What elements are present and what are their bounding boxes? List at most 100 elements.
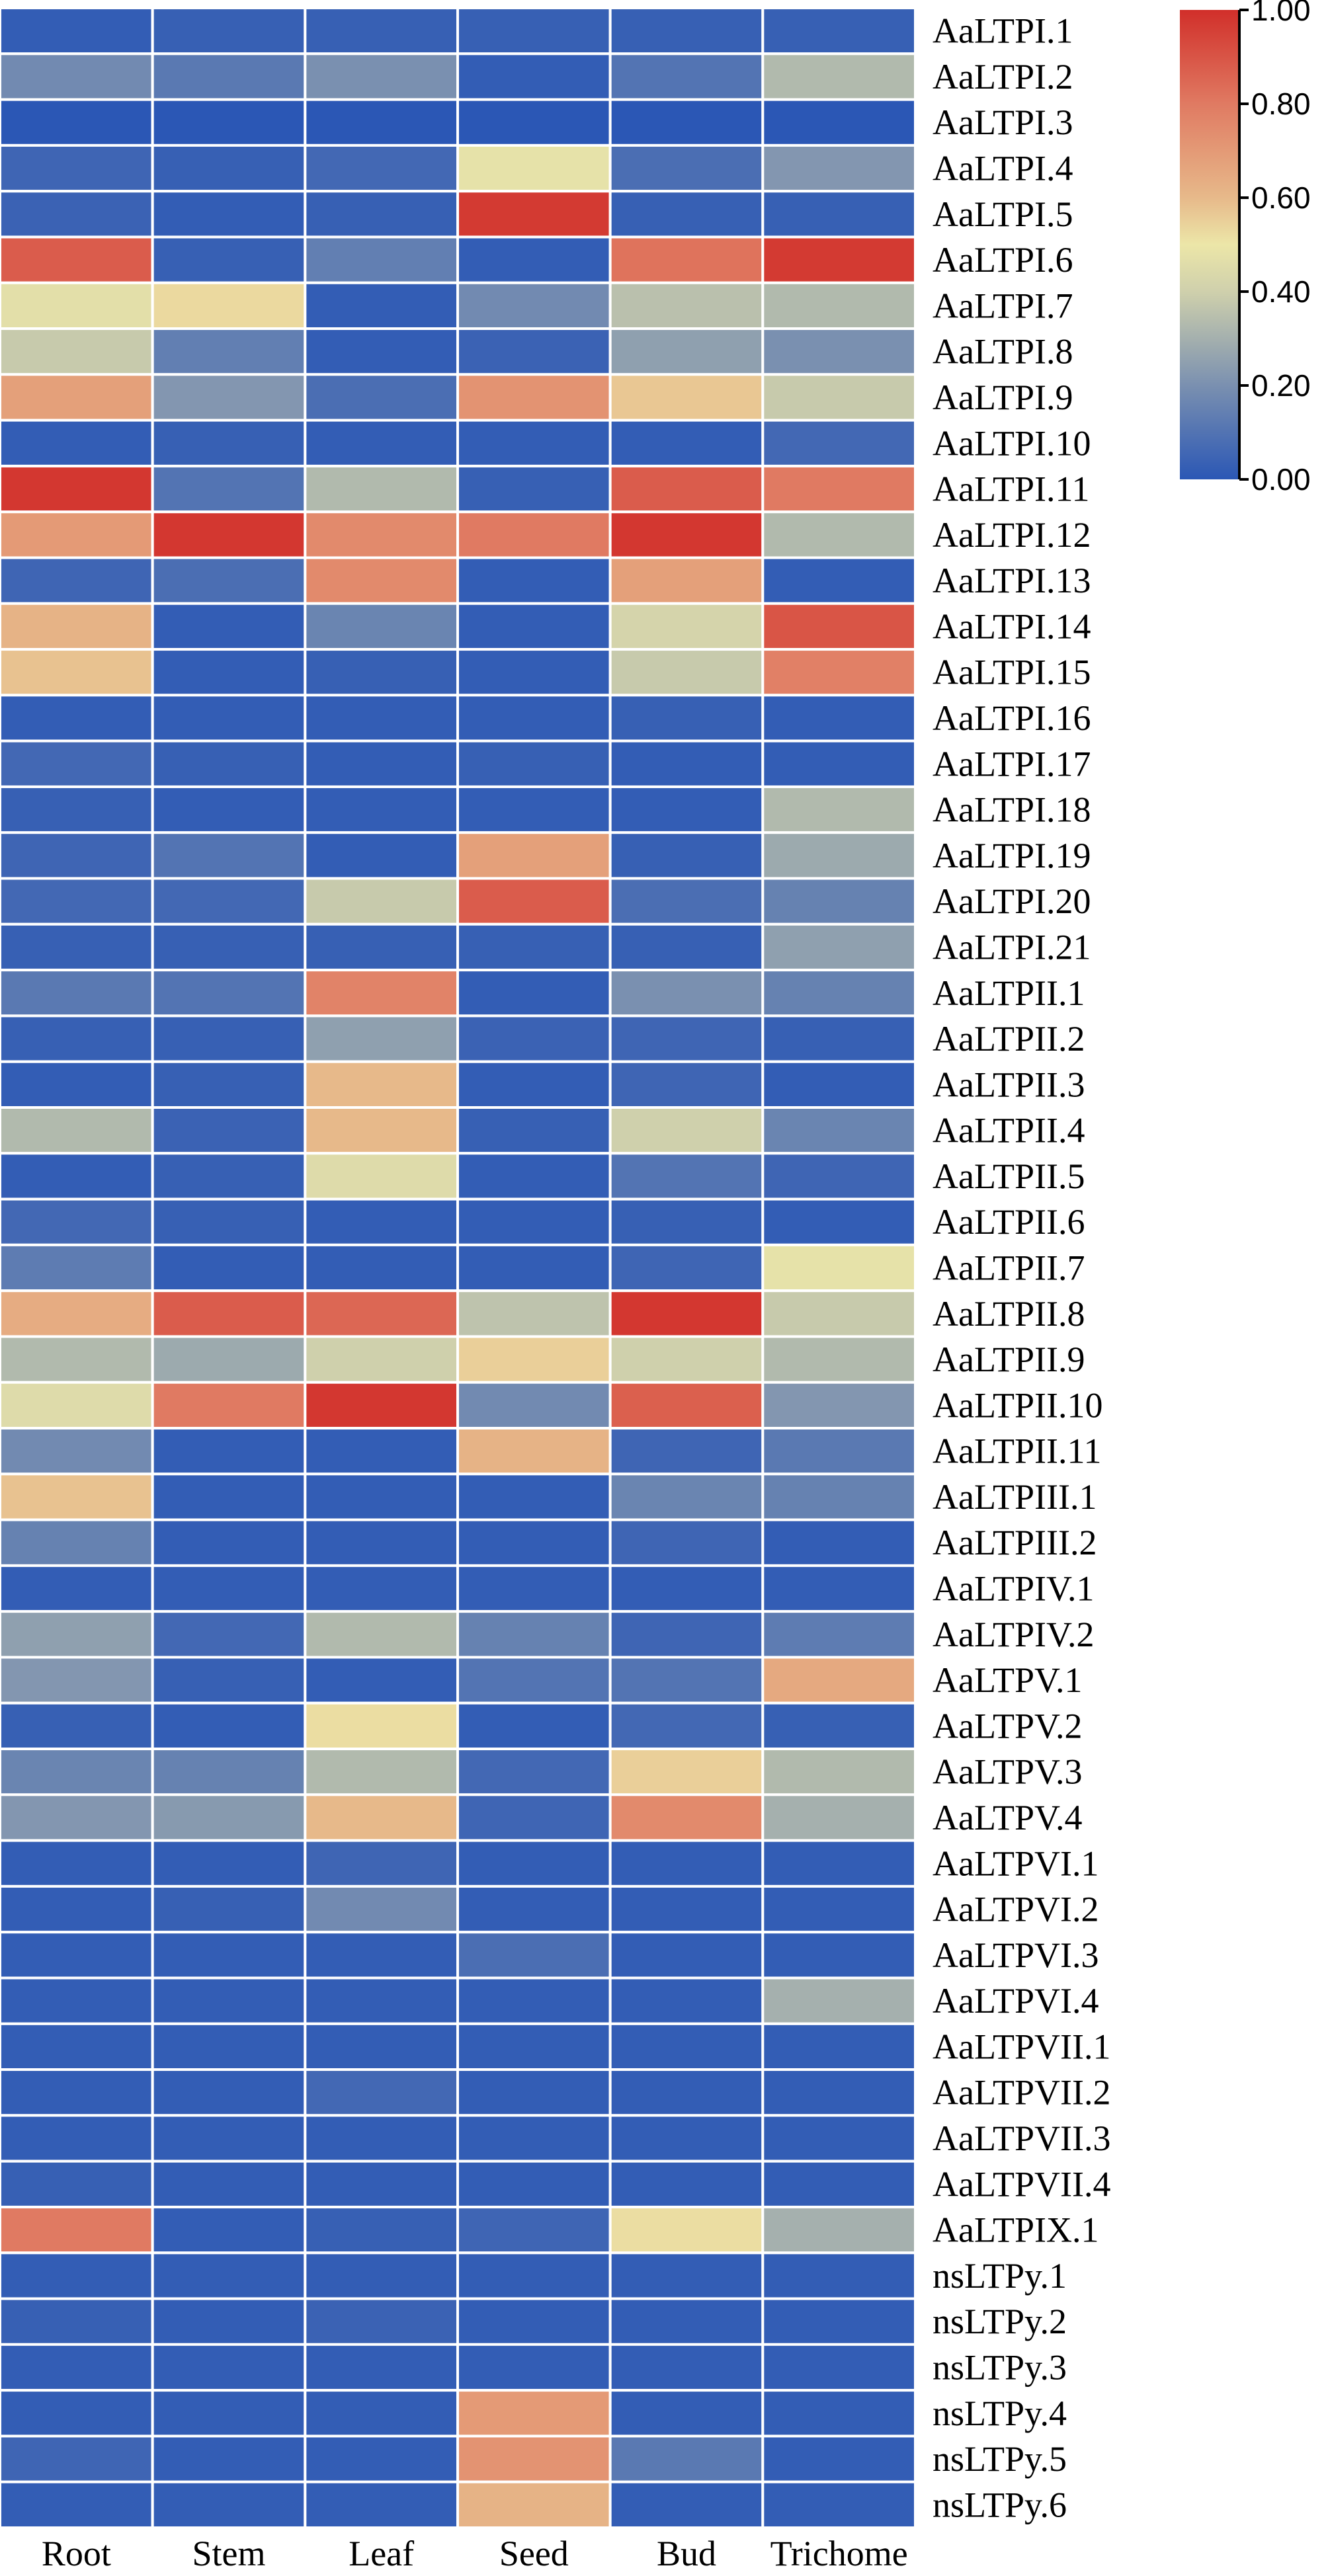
- heatmap-cell: [151, 2435, 307, 2483]
- heatmap-cell: [456, 1289, 612, 1338]
- heatmap-cell: [0, 2389, 154, 2438]
- heatmap-cell: [304, 2435, 460, 2483]
- heatmap-cell: [456, 1060, 612, 1109]
- heatmap-cell: [151, 1243, 307, 1293]
- heatmap-cell: [456, 143, 612, 193]
- column-label: Leaf: [349, 2534, 414, 2573]
- row-label: AaLTPII.8: [933, 1294, 1085, 1334]
- heatmap-cell: [151, 2480, 307, 2529]
- heatmap-cell: [456, 1472, 612, 1521]
- column-label: Bud: [657, 2534, 716, 2573]
- heatmap-cell: [0, 1793, 154, 1842]
- heatmap-cell: [304, 1014, 460, 1063]
- row-label: nsLTPy.3: [933, 2347, 1067, 2387]
- heatmap-cell: [0, 1014, 154, 1063]
- heatmap-cell: [304, 1427, 460, 1476]
- heatmap-cell: [456, 281, 612, 331]
- heatmap-cell: [0, 922, 154, 972]
- heatmap-cell: [608, 1839, 765, 1888]
- row-label: AaLTPVII.3: [933, 2118, 1110, 2158]
- heatmap-cell: [456, 419, 612, 467]
- heatmap-cell: [456, 969, 612, 1018]
- heatmap-cell: [0, 602, 154, 651]
- row-label: AaLTPI.15: [933, 653, 1091, 692]
- heatmap-cell: [151, 7, 307, 56]
- heatmap-cell: [0, 1106, 154, 1155]
- heatmap-cell: [761, 1243, 917, 1293]
- heatmap-cell: [151, 2297, 307, 2346]
- row-label: AaLTPVI.3: [933, 1935, 1099, 1975]
- heatmap-cell: [456, 602, 612, 651]
- heatmap-cell: [151, 1884, 307, 1934]
- heatmap-cell: [761, 1976, 917, 2025]
- heatmap-cell: [0, 1748, 154, 1796]
- heatmap-cell: [761, 785, 917, 834]
- heatmap-cell: [0, 464, 154, 514]
- heatmap-cell: [608, 2297, 765, 2346]
- row-label: AaLTPIV.1: [933, 1569, 1095, 1609]
- heatmap-cell: [608, 2114, 765, 2163]
- heatmap-cell: [456, 1976, 612, 2025]
- heatmap-cell: [304, 98, 460, 147]
- heatmap-cell: [761, 831, 917, 880]
- heatmap-cell: [761, 1289, 917, 1338]
- heatmap-cell: [151, 2389, 307, 2438]
- heatmap-cell: [608, 556, 765, 605]
- heatmap-cell: [0, 190, 154, 239]
- heatmap-cell: [151, 694, 307, 743]
- heatmap-cell: [456, 648, 612, 697]
- heatmap-cell: [0, 1931, 154, 1980]
- heatmap-cell: [761, 694, 917, 743]
- heatmap-cell: [608, 2389, 765, 2438]
- heatmap-cell: [456, 2159, 612, 2208]
- heatmap-cell: [456, 785, 612, 834]
- heatmap-cell: [304, 2389, 460, 2438]
- heatmap-cell: [304, 694, 460, 743]
- heatmap-cell: [456, 190, 612, 239]
- row-label: AaLTPI.4: [933, 149, 1073, 188]
- row-label: AaLTPIX.1: [933, 2210, 1099, 2250]
- heatmap-cell: [608, 1106, 765, 1155]
- heatmap-cell: [151, 190, 307, 239]
- heatmap-cell: [151, 1610, 307, 1659]
- heatmap-cell: [761, 2251, 917, 2300]
- heatmap-cell: [456, 2297, 612, 2346]
- heatmap-cell: [0, 1610, 154, 1659]
- row-labels: AaLTPI.1 AaLTPI.2 AaLTPI.3 AaLTPI.4 AaLTPI.5…: [933, 11, 1110, 2525]
- heatmap-cell: [608, 785, 765, 834]
- heatmap-cell: [456, 98, 612, 147]
- heatmap-cell: [0, 2159, 154, 2208]
- heatmap-cell: [304, 281, 460, 331]
- heatmap-cell: [151, 52, 307, 101]
- heatmap-cell: [0, 235, 154, 284]
- heatmap-cell: [304, 1564, 460, 1613]
- heatmap-cell: [0, 1335, 154, 1384]
- row-label: AaLTPII.5: [933, 1156, 1085, 1196]
- heatmap-cell: [456, 1152, 612, 1201]
- heatmap-cell: [304, 2022, 460, 2072]
- heatmap-cell: [608, 1014, 765, 1063]
- heatmap-cell: [0, 556, 154, 605]
- heatmap-cell: [151, 1197, 307, 1246]
- heatmap-cell: [151, 785, 307, 834]
- row-label: AaLTPIV.2: [933, 1615, 1095, 1654]
- heatmap-cell: [151, 2205, 307, 2255]
- heatmap-cell: [304, 1152, 460, 1201]
- heatmap-cell: [151, 1152, 307, 1201]
- heatmap-cell: [304, 2159, 460, 2208]
- heatmap-cell: [151, 602, 307, 651]
- colorbar-tick-label: 1.00: [1251, 0, 1311, 27]
- row-label: AaLTPVII.1: [933, 2027, 1110, 2066]
- heatmap-cell: [608, 510, 765, 559]
- heatmap-cell: [456, 2068, 612, 2117]
- row-label: AaLTPII.3: [933, 1065, 1085, 1104]
- heatmap-cell: [456, 1335, 612, 1384]
- heatmap-cell: [151, 1060, 307, 1109]
- heatmap-cell: [456, 1564, 612, 1613]
- heatmap-cell: [456, 7, 612, 56]
- row-label: AaLTPII.11: [933, 1431, 1101, 1471]
- heatmap-cell: [761, 1518, 917, 1567]
- row-label: AaLTPI.17: [933, 744, 1091, 784]
- heatmap-cell: [608, 1289, 765, 1338]
- heatmap-cell: [761, 1427, 917, 1476]
